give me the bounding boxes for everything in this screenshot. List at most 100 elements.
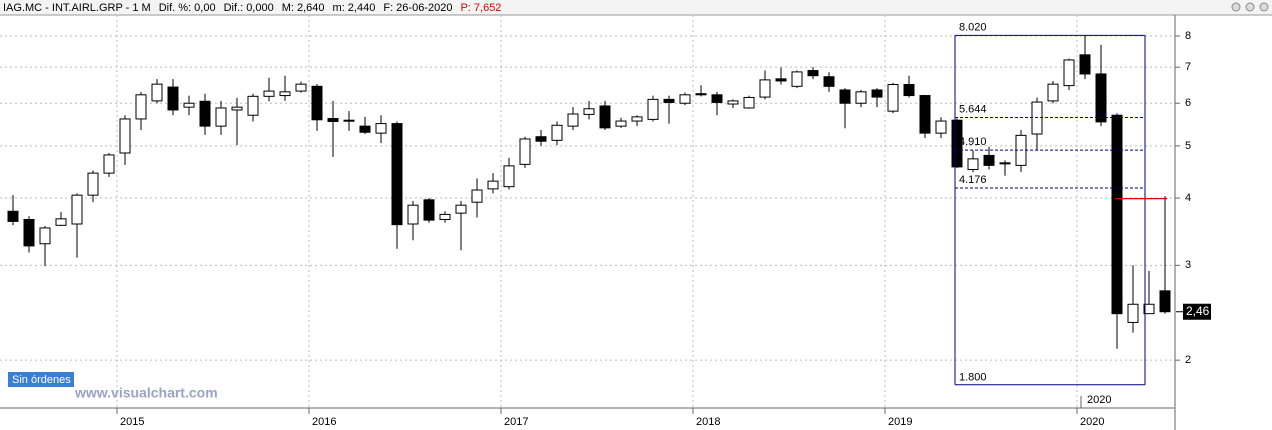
candle-body [583,108,595,115]
candle-body [823,76,835,87]
header: IAG.MC - INT.AIRL.GRP - 1 M Dif. %: 0,00 D… [3,2,501,14]
candle-body [967,158,979,170]
candle-body [999,162,1011,165]
x-tick-label: 2017 [504,416,528,428]
last-price-label: 2,46 [1186,304,1210,318]
y-tick-label: 3 [1185,259,1191,271]
candle-body [807,70,819,77]
candle-body [151,83,163,102]
candle-body [231,106,243,111]
candle-body [439,213,451,220]
candle-body [855,91,867,104]
candle-body [375,123,387,134]
header-field: m: 2,440 [333,2,376,14]
candle-body [455,204,467,214]
candle-body [1143,303,1155,315]
candle-body [663,98,675,103]
candle-body [343,119,355,122]
candle-body [295,83,307,92]
y-tick-label: 5 [1185,140,1191,152]
candle-body [359,125,371,133]
level-label: 4.176 [959,174,987,186]
candle-body [1079,54,1091,75]
candle-body [311,85,323,121]
candle-body [1063,59,1075,87]
orders-button-label[interactable]: Sin órdenes [12,374,71,386]
candle-body [647,98,659,120]
candle-body [103,154,115,174]
x-tick-label: 2018 [696,416,720,428]
candle-body [1127,303,1139,323]
candle-body [71,194,83,225]
candle-body [215,107,227,127]
symbol: IAG.MC - INT.AIRL.GRP - 1 M [3,2,151,14]
y-tick-label: 8 [1185,30,1191,42]
candle-body [407,204,419,225]
candle-body [391,123,403,226]
candle-body [887,84,899,112]
header-field: F: 26-06-2020 [383,2,452,14]
candle-body [247,95,259,116]
candle-body [935,120,947,134]
window-button[interactable] [1245,2,1255,12]
candle-body [279,91,291,97]
candle-body [183,102,195,108]
window-button[interactable] [1231,2,1241,12]
candle-body [903,84,915,97]
candle-body [39,227,51,245]
window-button[interactable] [1259,2,1269,12]
header-bar [0,0,1272,15]
candle-body [1111,114,1123,315]
candle-body [615,120,627,127]
candle-body [199,100,211,127]
cursor-label: 2020 [1087,394,1111,406]
candle-body [775,78,787,82]
drawings: 8.020 5.644 4.910 4.176 1.800 2,46 [954,21,1211,386]
x-tick-label: 2016 [312,416,336,428]
header-price: P: 7,652 [460,2,501,14]
candle-body [695,93,707,96]
level-label: 5.644 [959,103,987,115]
candle-body [7,210,19,222]
orders-button[interactable] [8,372,74,387]
candle-body [87,172,99,196]
watermark: www.visualchart.com [74,385,218,401]
x-tick-label: 2020 [1080,416,1104,428]
x-tick-label: 2019 [888,416,912,428]
candles [7,35,1171,349]
header-field: Dif. %: 0,00 [159,2,216,14]
candle-body [1031,101,1043,135]
candle-body [631,116,643,122]
candle-body [263,90,275,97]
candle-body [919,95,931,134]
candle-body [599,105,611,129]
y-tick-label: 6 [1185,97,1191,109]
grid: 2 3 4 5 6 7 8 2015 2016 2017 2018 2019 2020 2020 [0,15,1191,428]
candle-body [951,119,963,168]
candle-body [327,118,339,122]
candle-body [1159,290,1171,313]
candle-body [135,94,147,120]
candle-body [535,136,547,142]
candle-body [23,218,35,247]
level-label: 8.020 [959,21,987,33]
header-field: M: 2,640 [282,2,325,14]
candle-body [983,154,995,166]
candle-body [503,165,515,188]
candle-body [759,79,771,98]
candle-body [519,138,531,165]
y-tick-label: 4 [1185,192,1191,204]
candle-body [567,113,579,127]
candle-body [727,100,739,105]
candle-body [743,96,755,109]
candle-body [871,89,883,98]
y-tick-label: 7 [1185,61,1191,73]
candle-body [471,189,483,203]
last-price-box [1183,303,1211,320]
candle-body [487,180,499,190]
level-label: 1.800 [959,372,987,384]
candle-body [1095,73,1107,123]
candle-body [423,199,435,221]
